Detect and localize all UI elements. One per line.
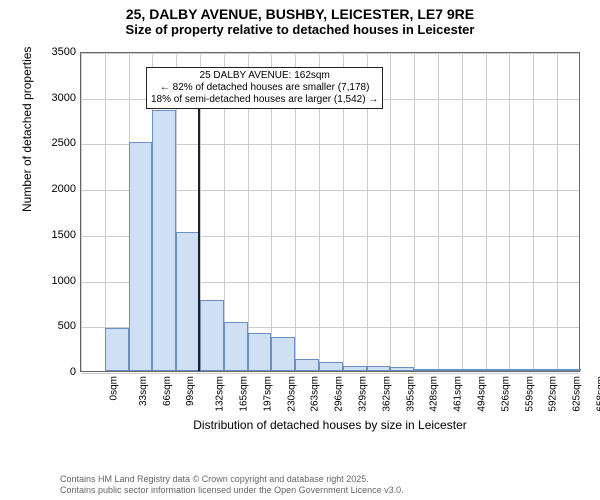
gridline-v xyxy=(557,53,558,371)
ytick-label: 1000 xyxy=(36,275,76,287)
histogram-bar xyxy=(486,369,510,371)
histogram-bar xyxy=(176,232,200,371)
ytick-label: 500 xyxy=(36,320,76,332)
ytick-label: 3000 xyxy=(36,92,76,104)
histogram-bar xyxy=(533,369,557,371)
xtick-label: 132sqm xyxy=(215,376,226,412)
histogram-bar xyxy=(438,369,462,371)
reference-line xyxy=(198,103,200,371)
gridline-v xyxy=(509,53,510,371)
ytick-label: 3500 xyxy=(36,46,76,58)
histogram-bar xyxy=(390,367,414,371)
gridline-v xyxy=(533,53,534,371)
xtick-label: 559sqm xyxy=(524,376,535,412)
xtick-label: 296sqm xyxy=(334,376,345,412)
xtick-label: 99sqm xyxy=(185,376,196,406)
plot-region: 25 DALBY AVENUE: 162sqm ← 82% of detache… xyxy=(80,52,580,372)
histogram-bar xyxy=(557,369,581,371)
histogram-bar xyxy=(319,362,343,371)
x-axis-label: Distribution of detached houses by size … xyxy=(80,418,580,432)
xtick-label: 658sqm xyxy=(596,376,600,412)
histogram-bar xyxy=(224,322,248,371)
xtick-label: 165sqm xyxy=(239,376,250,412)
xtick-label: 625sqm xyxy=(572,376,583,412)
title-line2: Size of property relative to detached ho… xyxy=(0,22,600,37)
histogram-bar xyxy=(129,142,153,371)
ytick-label: 2500 xyxy=(36,137,76,149)
gridline-v xyxy=(486,53,487,371)
xtick-label: 526sqm xyxy=(500,376,511,412)
credit-text: Contains HM Land Registry data © Crown c… xyxy=(60,474,404,497)
xtick-label: 33sqm xyxy=(138,376,149,406)
histogram-bar xyxy=(414,369,438,371)
histogram-bar xyxy=(343,366,367,371)
xtick-label: 263sqm xyxy=(310,376,321,412)
annot-line3: 18% of semi-detached houses are larger (… xyxy=(151,94,378,106)
gridline-h xyxy=(81,373,579,374)
xtick-label: 461sqm xyxy=(453,376,464,412)
xtick-label: 230sqm xyxy=(286,376,297,412)
ytick-label: 1500 xyxy=(36,229,76,241)
histogram-bar xyxy=(462,369,486,371)
histogram-bar xyxy=(367,366,391,371)
gridline-v xyxy=(414,53,415,371)
ytick-label: 0 xyxy=(36,366,76,378)
xtick-label: 0sqm xyxy=(108,376,119,400)
xtick-label: 197sqm xyxy=(262,376,273,412)
gridline-v xyxy=(105,53,106,371)
gridline-v xyxy=(462,53,463,371)
histogram-bar xyxy=(295,359,319,371)
gridline-v xyxy=(438,53,439,371)
y-axis-label: Number of detached properties xyxy=(20,47,34,212)
xtick-label: 66sqm xyxy=(162,376,173,406)
chart-area: Number of detached properties 25 DALBY A… xyxy=(44,42,584,422)
xtick-label: 428sqm xyxy=(429,376,440,412)
credit-line1: Contains HM Land Registry data © Crown c… xyxy=(60,474,404,485)
gridline-v xyxy=(390,53,391,371)
annot-line1: 25 DALBY AVENUE: 162sqm xyxy=(151,70,378,82)
xtick-label: 362sqm xyxy=(381,376,392,412)
histogram-bar xyxy=(105,328,129,371)
xtick-label: 494sqm xyxy=(477,376,488,412)
xtick-label: 592sqm xyxy=(548,376,559,412)
ytick-label: 2000 xyxy=(36,183,76,195)
credit-line2: Contains public sector information licen… xyxy=(60,485,404,496)
histogram-bar xyxy=(271,337,295,371)
title-line1: 25, DALBY AVENUE, BUSHBY, LEICESTER, LE7… xyxy=(0,6,600,22)
xtick-label: 329sqm xyxy=(358,376,369,412)
annot-line2: ← 82% of detached houses are smaller (7,… xyxy=(151,82,378,94)
gridline-h xyxy=(81,53,579,54)
histogram-bar xyxy=(509,369,533,371)
histogram-bar xyxy=(152,110,176,371)
xtick-label: 395sqm xyxy=(405,376,416,412)
chart-title: 25, DALBY AVENUE, BUSHBY, LEICESTER, LE7… xyxy=(0,0,600,37)
annotation-box: 25 DALBY AVENUE: 162sqm ← 82% of detache… xyxy=(146,67,383,109)
histogram-bar xyxy=(200,300,224,371)
histogram-bar xyxy=(248,333,272,371)
gridline-v xyxy=(81,53,82,371)
